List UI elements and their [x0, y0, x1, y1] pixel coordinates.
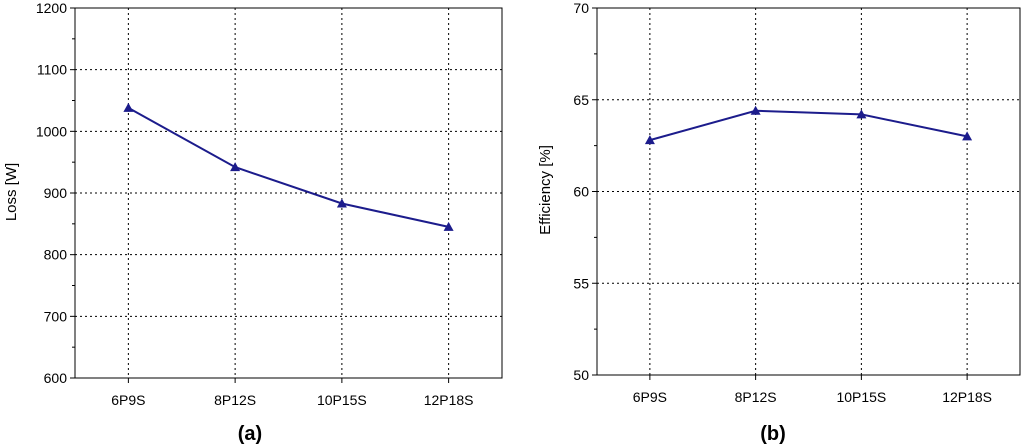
x-tick-label: 8P12S: [214, 392, 256, 408]
y-tick-label: 70: [573, 0, 589, 16]
chart-loss: Loss [W] (a) 600 700 800 900 1000 1100 1200 6P9…: [3, 0, 503, 445]
y-tick-label: 600: [44, 370, 68, 386]
y-tick-label: 60: [573, 184, 589, 200]
x-tick-label: 8P12S: [735, 389, 777, 405]
y-tick-label: 55: [573, 275, 589, 291]
x-tick-label: 10P15S: [836, 389, 886, 405]
data-point-marker: [336, 198, 347, 208]
x-tick-label: 6P9S: [633, 389, 667, 405]
data-point-marker: [230, 162, 241, 172]
x-tick-label: 12P18S: [942, 389, 992, 405]
y-tick-label: 700: [44, 308, 68, 324]
data-point-marker: [644, 135, 655, 145]
panel-label: (b): [760, 423, 786, 445]
series-line: [649, 109, 968, 142]
y-tick-label: 900: [44, 185, 68, 201]
data-point-marker: [750, 105, 761, 115]
series-line: [127, 107, 449, 228]
chart-efficiency: Efficiency [%] (b) 50 55 60 65 70 6P9S 8P12S 10…: [537, 0, 1021, 445]
data-point-marker: [962, 131, 973, 141]
x-tick-label: 12P18S: [424, 392, 474, 408]
data-point-marker: [443, 221, 454, 231]
panel-label: (a): [238, 423, 262, 445]
y-tick-label: 1100: [37, 62, 67, 78]
x-tick-label: 6P9S: [111, 392, 145, 408]
y-tick-label: 50: [573, 367, 589, 383]
data-point-marker: [856, 109, 867, 119]
x-tick-label: 10P15S: [317, 392, 367, 408]
y-tick-label: 1000: [36, 123, 67, 139]
y-tick-label: 65: [573, 92, 589, 108]
y-tick-label: 1200: [36, 0, 67, 16]
data-point-marker: [123, 102, 134, 112]
y-tick-label: 800: [44, 247, 68, 263]
y-axis-title: Efficiency [%]: [537, 145, 554, 235]
y-axis-title: Loss [W]: [3, 163, 20, 221]
plot-area: [596, 7, 1021, 376]
plot-area: [74, 7, 503, 379]
